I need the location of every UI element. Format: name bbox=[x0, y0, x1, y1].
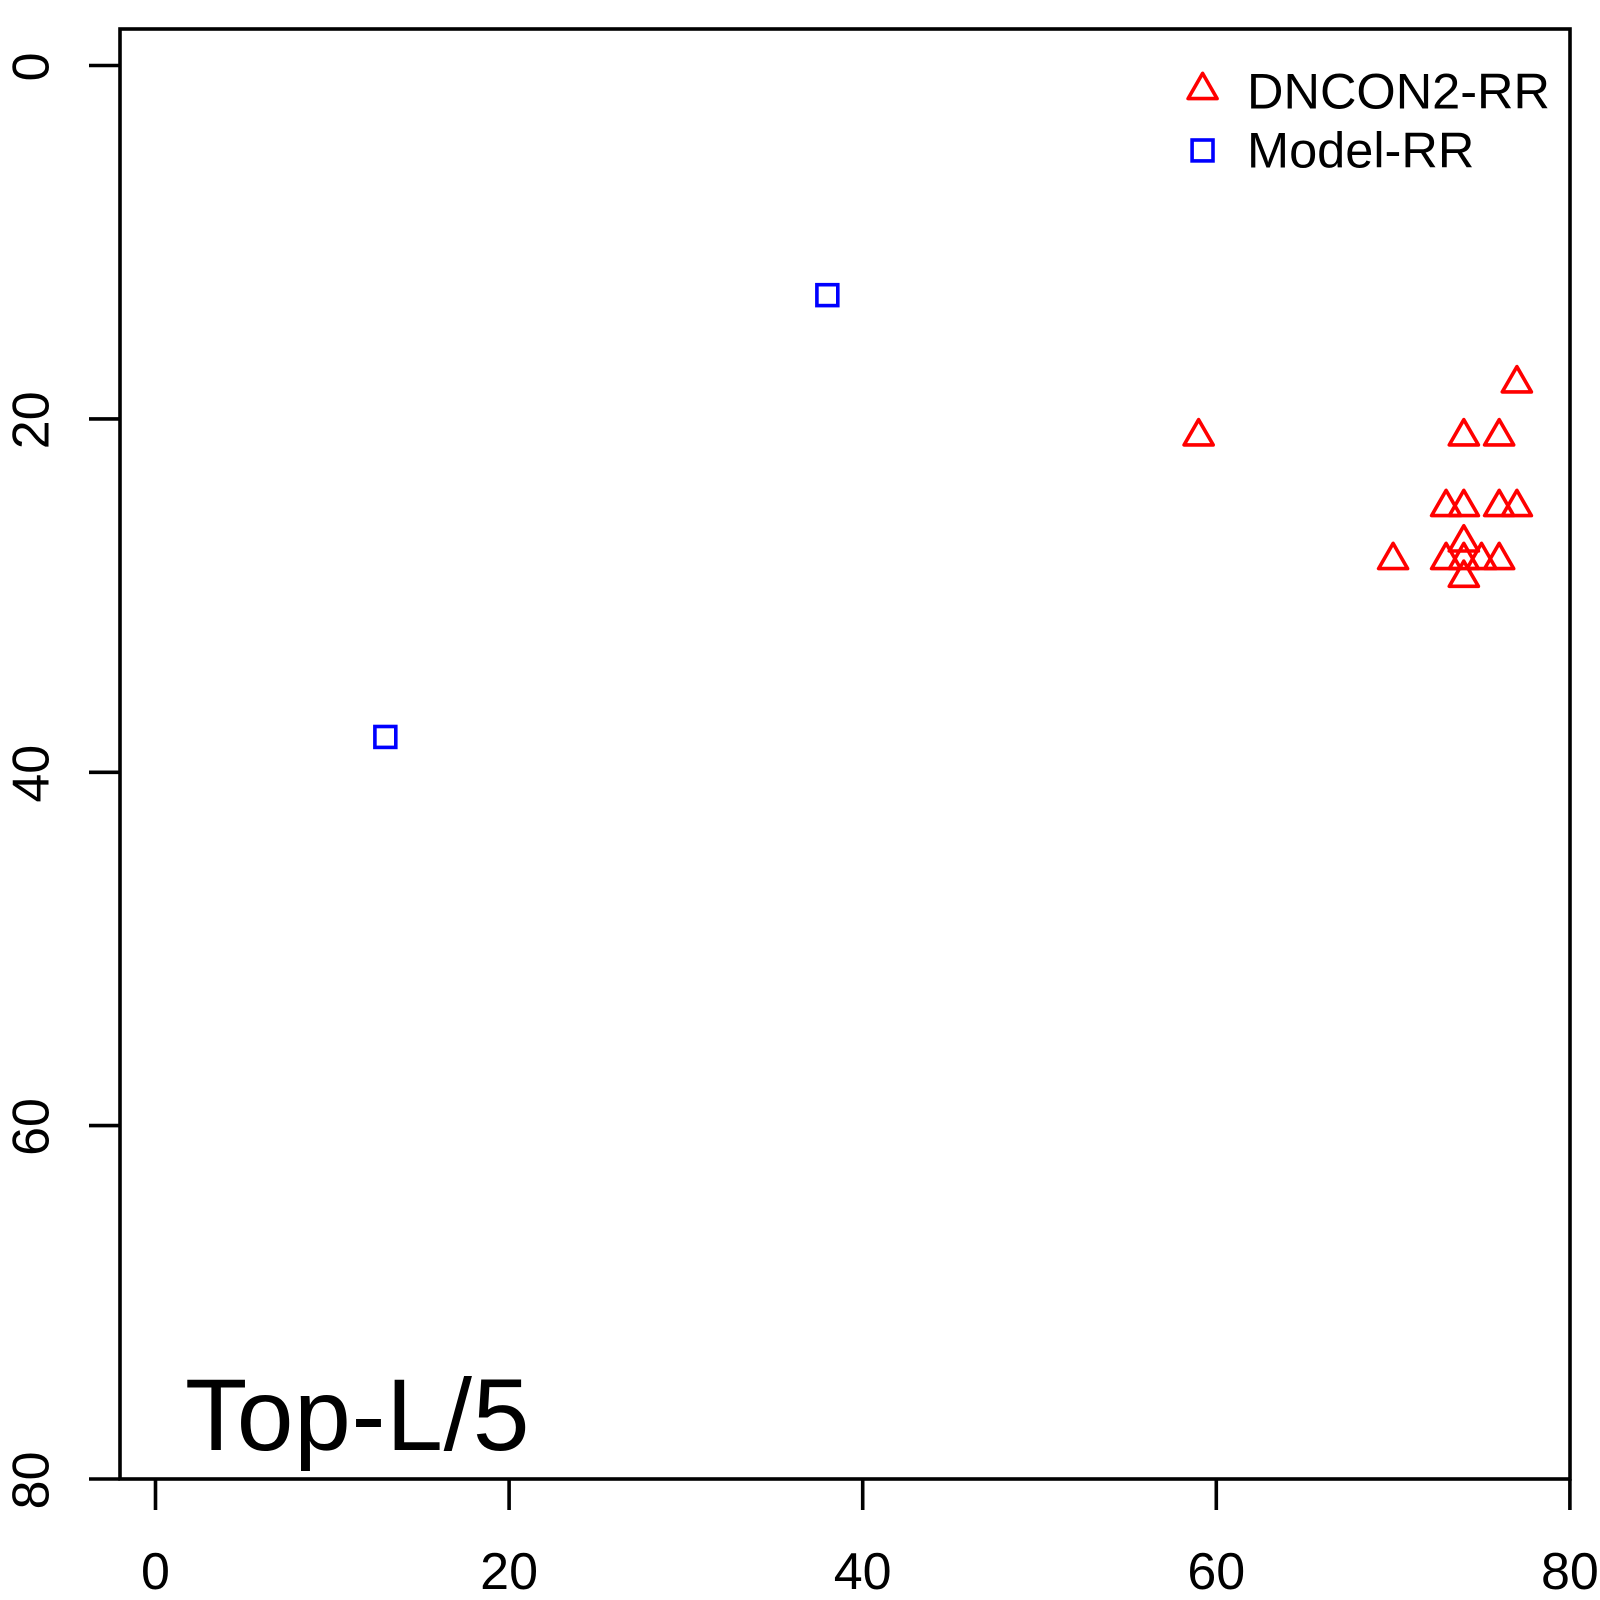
svg-text:Model-RR: Model-RR bbox=[1247, 122, 1474, 179]
svg-text:20: 20 bbox=[3, 391, 61, 449]
svg-text:0: 0 bbox=[141, 1543, 170, 1600]
svg-text:80: 80 bbox=[3, 1451, 61, 1509]
svg-text:0: 0 bbox=[3, 52, 61, 81]
svg-text:80: 80 bbox=[1541, 1543, 1599, 1600]
svg-text:40: 40 bbox=[3, 745, 61, 803]
svg-text:60: 60 bbox=[1187, 1543, 1245, 1600]
svg-text:60: 60 bbox=[3, 1098, 61, 1156]
svg-text:40: 40 bbox=[834, 1543, 892, 1600]
svg-text:Top-L/5: Top-L/5 bbox=[185, 1358, 530, 1472]
svg-text:DNCON2-RR: DNCON2-RR bbox=[1247, 62, 1550, 119]
svg-text:20: 20 bbox=[480, 1543, 538, 1600]
